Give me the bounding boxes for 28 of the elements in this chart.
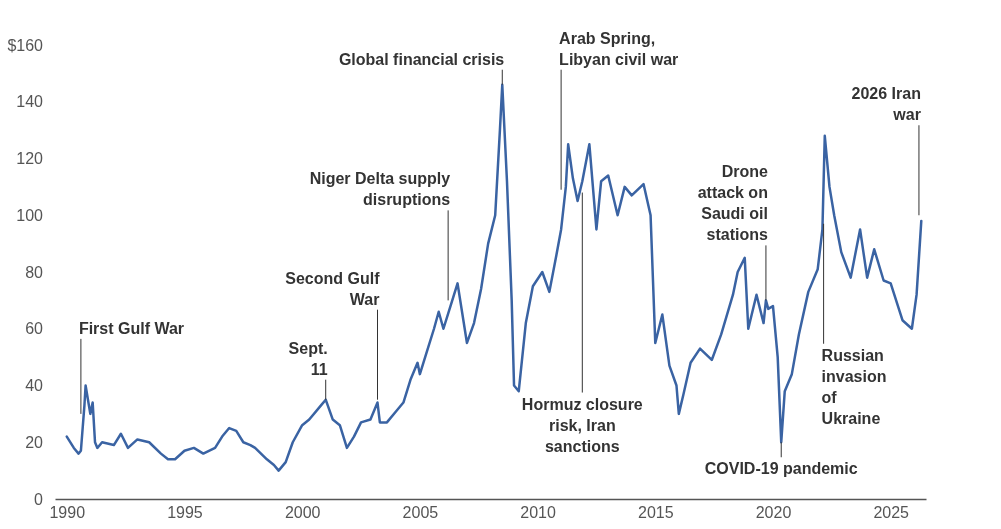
x-tick-label: 2015 [637, 504, 674, 522]
y-tick-label: 0 [34, 490, 44, 508]
annotation: Arab Spring, Libyan civil war [559, 29, 679, 68]
annotation: First Gulf War [78, 319, 185, 337]
annotation: Russian invasion of Ukraine [821, 346, 887, 427]
y-tick-label: 140 [16, 93, 44, 111]
y-tick-label: 20 [25, 433, 44, 451]
y-tick-label: 40 [25, 377, 44, 395]
annotation: Global financial crisis [338, 50, 505, 68]
y-tick-label: $160 [7, 36, 44, 54]
x-tick-label: 2005 [402, 504, 439, 522]
annotation: COVID-19 pandemic [704, 460, 858, 478]
y-tick-label: 100 [16, 206, 44, 224]
annotation: Drone attack on Saudi oil stations [697, 163, 769, 244]
annotation: Second Gulf War [285, 269, 381, 308]
annotation: Niger Delta supply disruptions [309, 170, 451, 209]
x-tick-label: 2000 [284, 504, 321, 522]
y-tick-label: 80 [25, 263, 44, 281]
x-tick-label: 1990 [49, 504, 86, 522]
x-tick-label: 2020 [755, 504, 792, 522]
x-tick-label: 1995 [167, 504, 203, 522]
annotation: Hormuz closure risk, Iran sanctions [521, 395, 643, 455]
annotation: Sept. 11 [288, 339, 328, 378]
y-tick-label: 120 [16, 150, 44, 168]
x-tick-label: 2025 [873, 504, 910, 522]
annotation: 2026 Iran war [851, 85, 921, 124]
y-tick-label: 60 [25, 320, 44, 338]
x-tick-label: 2010 [520, 504, 556, 522]
